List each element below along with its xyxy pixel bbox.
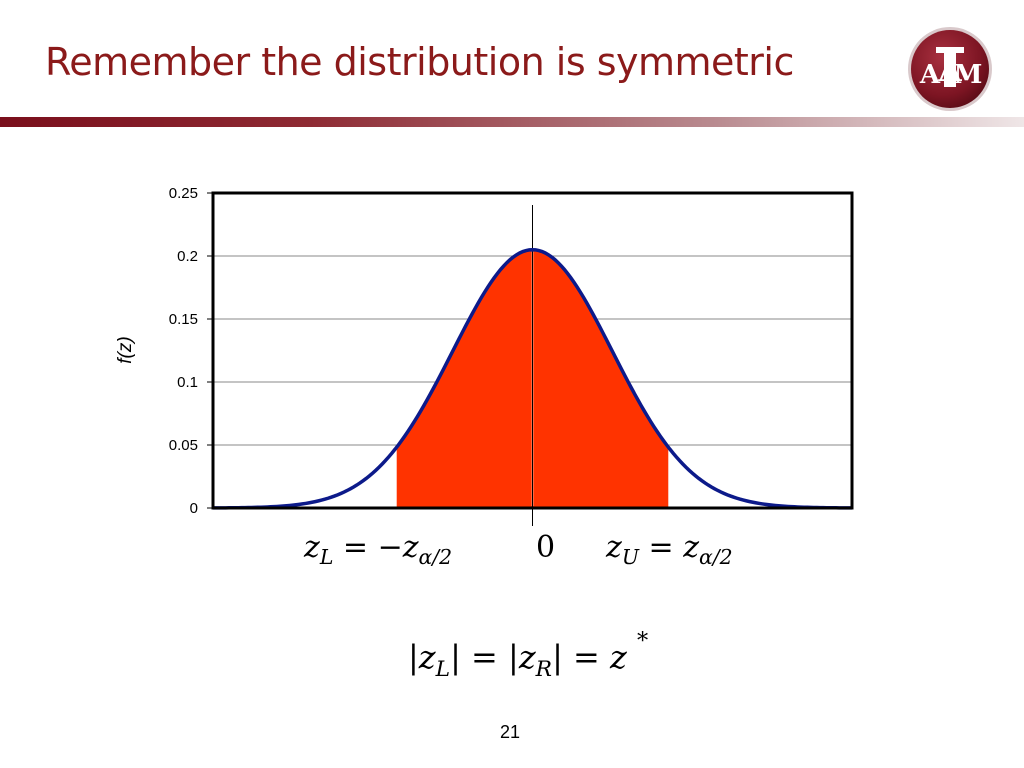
y-tick-label: 0.25	[169, 185, 198, 202]
symmetry-equation: |zL| = |zR| = z *	[408, 628, 649, 682]
svg-text:A: A	[919, 60, 941, 90]
svg-text:M: M	[954, 60, 983, 90]
x-label-right: zU = zα/2	[606, 530, 733, 570]
y-tick-label: 0.15	[169, 311, 198, 328]
x-label-center: 0	[536, 530, 556, 565]
plot-frame	[211, 191, 854, 510]
y-tick-label: 0.2	[177, 248, 198, 265]
slide-title: Remember the distribution is symmetric	[45, 40, 794, 84]
atm-logo: A A M	[908, 27, 992, 111]
y-tick-label: 0.05	[169, 437, 198, 454]
density-curve	[212, 247, 853, 510]
title-divider	[0, 117, 1024, 127]
page-number: 21	[500, 722, 521, 742]
y-tick-label: 0.1	[177, 374, 198, 391]
x-label-left: zL = −zα/2	[304, 530, 453, 570]
y-tick-label: 0	[190, 500, 198, 517]
y-axis-title: f(z)	[115, 336, 136, 363]
normal-distribution-chart: 0 0.05 0.1 0.15 0.2 0.25 f(z)	[115, 185, 854, 526]
